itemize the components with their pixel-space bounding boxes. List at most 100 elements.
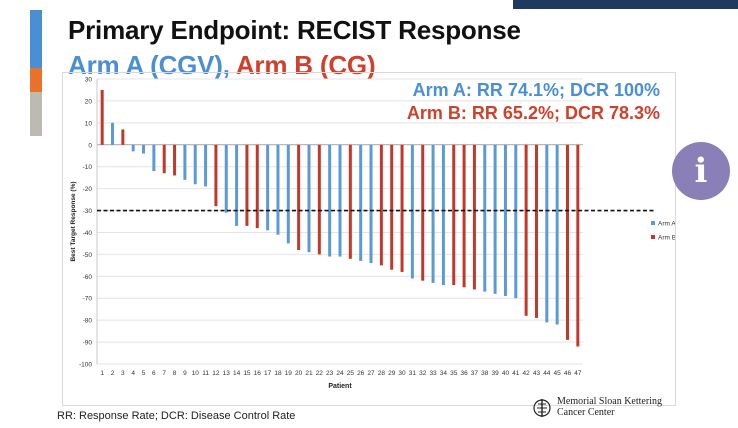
x-tick-label: 1	[100, 370, 104, 377]
info-icon: i	[694, 151, 708, 191]
subtitle-arm-b: Arm B (CG)	[235, 50, 376, 80]
bar-patient-12	[214, 144, 218, 207]
arm-b-stats: Arm B: RR 65.2%; DCR 78.3%	[406, 103, 660, 123]
bar-patient-4	[131, 144, 135, 152]
mskcc-logo-icon	[533, 399, 551, 417]
bar-patient-15	[245, 144, 249, 226]
x-tick-label: 17	[264, 370, 272, 377]
x-tick-label: 47	[574, 370, 582, 377]
x-tick-label: 39	[491, 370, 499, 377]
legend-swatch-b	[651, 235, 655, 239]
bar-patient-29	[390, 144, 394, 270]
y-tick-label: 20	[85, 98, 93, 105]
x-tick-label: 26	[357, 370, 365, 377]
x-tick-label: 23	[326, 370, 334, 377]
y-tick-label: -100	[79, 362, 92, 369]
x-tick-label: 24	[336, 370, 344, 377]
bar-patient-27	[369, 144, 373, 264]
bar-patient-38	[483, 144, 487, 292]
legend-label-a: Arm A	[658, 221, 675, 228]
bar-patient-14	[235, 144, 239, 226]
x-tick-label: 38	[481, 370, 489, 377]
y-tick-label: -80	[83, 318, 93, 325]
bar-patient-39	[493, 144, 497, 294]
bar-patient-31	[410, 144, 414, 279]
bar-patient-32	[421, 144, 425, 281]
bar-patient-36	[462, 144, 466, 288]
x-tick-label: 15	[243, 370, 251, 377]
bar-patient-25	[348, 144, 352, 259]
bar-patient-6	[152, 144, 156, 172]
bar-patient-20	[297, 144, 301, 250]
bar-patient-40	[503, 144, 507, 297]
y-axis-title: Best Target Response (%)	[70, 181, 77, 261]
legend-label-b: Arm B	[658, 235, 675, 242]
y-tick-label: -50	[83, 252, 93, 259]
bar-patient-22	[317, 144, 321, 255]
y-tick-label: -30	[83, 208, 93, 215]
x-tick-label: 18	[274, 370, 282, 377]
subtitle-arm-a: Arm A (CGV)	[68, 50, 223, 80]
bar-patient-26	[359, 144, 363, 261]
accent-strip-blue	[30, 10, 42, 68]
slide-title: Primary Endpoint: RECIST Response	[68, 15, 521, 45]
x-tick-label: 5	[142, 370, 146, 377]
bar-patient-37	[472, 144, 476, 290]
bar-patient-41	[514, 144, 518, 299]
bar-patient-47	[576, 144, 580, 347]
bar-patient-10	[193, 144, 197, 185]
x-tick-label: 25	[347, 370, 355, 377]
x-tick-label: 3	[121, 370, 125, 377]
y-tick-label: -20	[83, 186, 93, 193]
x-tick-label: 37	[471, 370, 479, 377]
bar-patient-42	[524, 144, 528, 316]
bar-patient-3	[121, 129, 125, 145]
bar-patient-8	[173, 144, 177, 176]
bar-patient-44	[545, 144, 549, 323]
x-tick-label: 14	[233, 370, 241, 377]
y-tick-label: -90	[83, 340, 93, 347]
x-tick-label: 43	[533, 370, 541, 377]
x-tick-label: 6	[152, 370, 156, 377]
x-tick-label: 29	[388, 370, 396, 377]
bar-patient-13	[224, 144, 228, 213]
x-axis-title: Patient	[328, 383, 352, 390]
x-tick-label: 44	[543, 370, 551, 377]
x-tick-label: 20	[295, 370, 303, 377]
chart-frame: 30 20 10 0 -10 -20 -30 -40 -50 -60 -70 -80 -90 -100 1 2…	[62, 72, 676, 406]
bar-patient-21	[307, 144, 311, 253]
x-tick-label: 11	[202, 370, 209, 377]
bar-patient-2	[111, 122, 115, 145]
info-button[interactable]: i	[672, 142, 730, 200]
x-tick-label: 13	[223, 370, 231, 377]
bar-patient-16	[255, 144, 259, 229]
logo-line-1: Memorial Sloan Kettering	[557, 396, 662, 407]
y-tick-label: 0	[88, 142, 92, 149]
x-tick-label: 33	[429, 370, 437, 377]
y-tick-label: 30	[85, 77, 93, 84]
bar-patient-5	[142, 144, 146, 154]
footnote: RR: Response Rate; DCR: Disease Control …	[57, 410, 296, 422]
bar-patient-11	[204, 144, 208, 187]
x-tick-label: 12	[212, 370, 220, 377]
bar-patient-23	[328, 144, 332, 257]
legend-swatch-a	[651, 221, 655, 225]
x-tick-label: 45	[554, 370, 562, 377]
x-tick-label: 46	[564, 370, 572, 377]
x-tick-label: 42	[523, 370, 531, 377]
x-tick-label: 34	[440, 370, 448, 377]
bar-patient-1	[100, 89, 104, 145]
bar-patient-43	[534, 144, 538, 318]
x-tick-label: 4	[131, 370, 135, 377]
logo-line-2: Cancer Center	[557, 407, 615, 418]
x-tick-label: 32	[419, 370, 427, 377]
x-tick-label: 28	[378, 370, 386, 377]
y-tick-label: -10	[83, 164, 93, 171]
x-tick-label: 27	[367, 370, 375, 377]
x-tick-label: 35	[450, 370, 458, 377]
bar-patient-35	[452, 144, 456, 286]
x-tick-label: 21	[305, 370, 313, 377]
bar-patient-24	[338, 144, 342, 257]
x-tick-label: 19	[285, 370, 293, 377]
